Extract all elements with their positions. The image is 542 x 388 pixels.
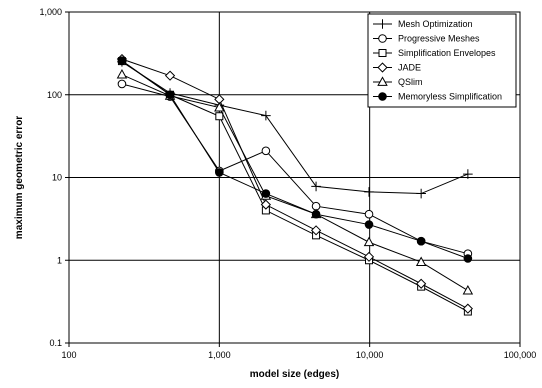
data-point <box>363 236 375 247</box>
data-point <box>260 199 271 210</box>
series-line <box>121 61 469 195</box>
data-point <box>261 146 271 156</box>
data-point <box>164 70 176 81</box>
data-point <box>215 112 224 121</box>
x-tick-label: 100,000 <box>504 350 537 360</box>
y-axis-ticks: 0.1 1 10 100 1,000 <box>39 7 69 348</box>
data-point <box>416 188 426 199</box>
x-axis-ticks: 100 1,000 10,000 100,000 <box>61 343 536 360</box>
legend-item: Progressive Meshes <box>373 34 480 44</box>
y-axis-title: maximum geometric error <box>14 116 25 239</box>
legend-label: Progressive Meshes <box>398 34 480 44</box>
data-point <box>310 225 322 236</box>
legend-label: QSlim <box>398 77 423 87</box>
legend-marker <box>378 34 387 43</box>
x-axis-title: model size (edges) <box>250 369 339 380</box>
series-line <box>121 83 468 255</box>
legend-label: Simplification Envelopes <box>398 48 496 58</box>
series-line <box>121 58 469 310</box>
data-point <box>214 101 225 112</box>
data-point <box>463 254 473 263</box>
series-line <box>121 60 469 259</box>
y-tick-label: 100 <box>47 90 62 100</box>
legend-marker <box>377 62 388 73</box>
legend-label: Mesh Optimization <box>398 19 473 29</box>
legend-label: Memoryless Simplification <box>398 92 502 102</box>
data-point <box>363 251 375 262</box>
data-point <box>116 69 128 79</box>
data-point <box>416 278 427 289</box>
data-point <box>215 168 224 177</box>
legend-marker <box>378 49 387 57</box>
y-tick-label: 1 <box>57 255 62 265</box>
data-point <box>462 303 473 314</box>
data-point <box>462 284 474 295</box>
legend-item: JADE <box>373 62 421 73</box>
x-tick-label: 1,000 <box>208 350 231 360</box>
legend-marker <box>378 92 387 101</box>
data-point <box>261 110 271 121</box>
data-point <box>117 79 127 89</box>
data-point <box>364 209 374 219</box>
series-layer <box>116 53 474 316</box>
legend-item: Simplification Envelopes <box>373 48 496 58</box>
data-point <box>364 220 374 229</box>
data-point <box>311 181 321 192</box>
x-tick-label: 100 <box>61 350 76 360</box>
x-tick-label: 10,000 <box>356 350 384 360</box>
data-point <box>117 56 127 65</box>
y-tick-label: 0.1 <box>49 338 62 348</box>
data-point <box>364 187 374 197</box>
legend-box <box>367 13 517 108</box>
data-point <box>416 236 426 246</box>
data-point <box>261 189 271 198</box>
series-5 <box>117 56 473 263</box>
y-tick-label: 1,000 <box>39 7 62 17</box>
series-3 <box>116 53 473 314</box>
legend-item: Memoryless Simplification <box>373 92 502 102</box>
legend-item: Mesh Optimization <box>373 19 473 29</box>
series-line <box>121 74 469 292</box>
data-point <box>165 90 175 100</box>
legend-marker <box>377 19 388 29</box>
legend-item: QSlim <box>373 76 423 87</box>
y-tick-label: 10 <box>52 173 62 183</box>
data-point <box>463 169 473 179</box>
series-line <box>121 60 469 312</box>
data-point <box>415 256 427 266</box>
legend-marker <box>377 76 388 86</box>
legend: Mesh Optimization Progressive Meshes Simpl… <box>367 13 517 108</box>
legend-label: JADE <box>398 63 421 73</box>
data-point <box>311 209 321 219</box>
